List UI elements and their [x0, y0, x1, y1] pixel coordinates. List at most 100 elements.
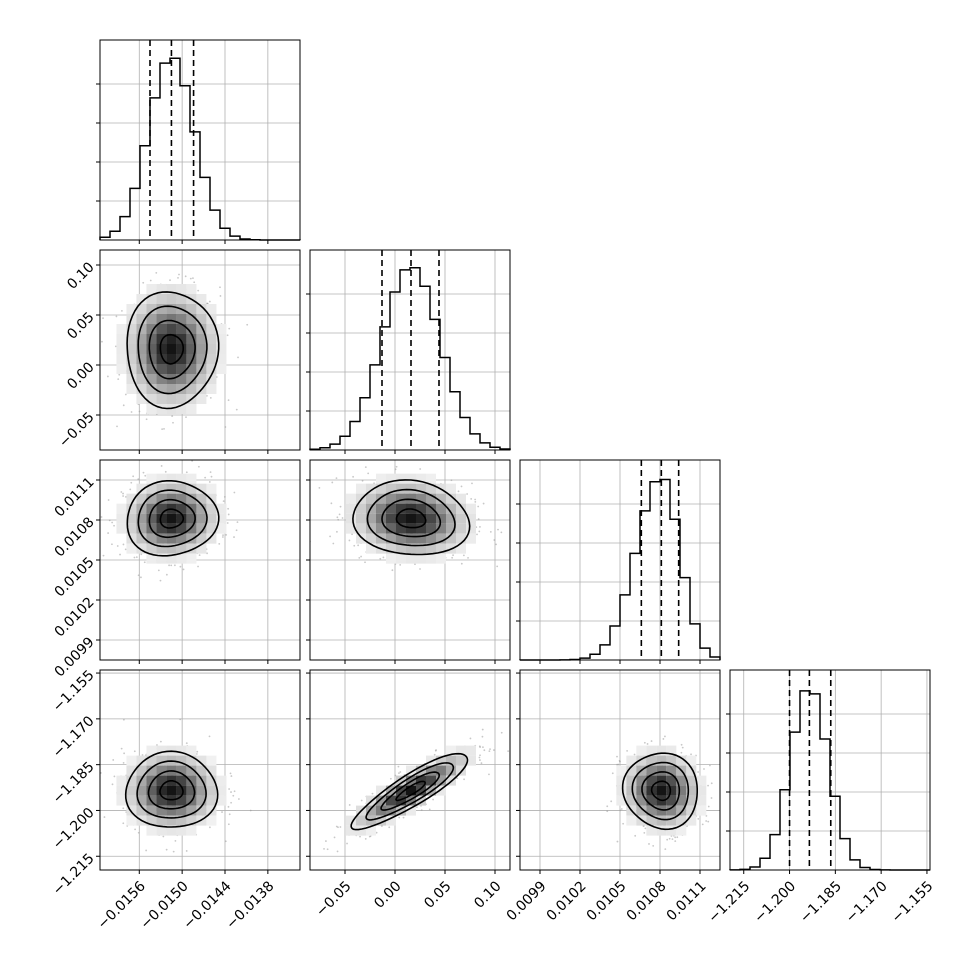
- scatter-point: [360, 555, 362, 558]
- scatter-point: [146, 451, 148, 453]
- contour-line: [124, 750, 219, 828]
- density-cell: [676, 815, 687, 826]
- histogram-step: [99, 57, 300, 241]
- density-cell: [156, 755, 167, 766]
- x-tick-label: 0.0108: [624, 878, 670, 924]
- scatter-point: [500, 531, 503, 534]
- density-cell: [666, 745, 677, 756]
- scatter-point: [419, 468, 422, 470]
- density-cell: [176, 314, 187, 324]
- contour-line: [137, 305, 208, 395]
- scatter-point: [610, 800, 613, 803]
- density-cell: [166, 543, 177, 554]
- scatter-point: [171, 415, 174, 417]
- density-cell: [156, 553, 167, 564]
- scatter-point: [122, 822, 125, 825]
- density-cell: [416, 523, 426, 534]
- density-cell: [146, 374, 157, 384]
- density-cell: [206, 523, 217, 534]
- density-cell: [136, 533, 147, 544]
- density-cell: [186, 825, 197, 836]
- density-cell: [636, 805, 647, 816]
- scatter-point: [145, 849, 148, 852]
- scatter-point: [622, 822, 625, 825]
- density-cell: [176, 473, 187, 484]
- scatter-point: [341, 517, 344, 519]
- contours: [124, 750, 219, 828]
- x-tick-label-group: 0.0111: [664, 878, 710, 924]
- scatter-point: [395, 465, 398, 468]
- density-cell: [696, 775, 707, 786]
- x-tick-label: −1.185: [797, 878, 845, 926]
- density-cell: [626, 755, 637, 766]
- scatter-point: [707, 805, 710, 808]
- density-cell: [366, 805, 376, 816]
- scatter-point: [100, 516, 103, 518]
- scatter-point: [157, 569, 160, 572]
- x-tick-label: 0.0111: [664, 878, 710, 924]
- density-cell: [176, 384, 187, 394]
- scatter-point: [178, 273, 180, 276]
- scatter-point: [185, 416, 187, 419]
- scatter-point: [160, 465, 163, 467]
- density-cell: [186, 284, 197, 294]
- density-cell: [116, 324, 127, 334]
- density-cell: [116, 334, 127, 344]
- density-cell: [116, 795, 127, 806]
- density-cell: [366, 543, 376, 554]
- density-cell: [176, 294, 187, 304]
- density-cell: [116, 503, 127, 514]
- density-cell: [696, 795, 707, 806]
- scatter-point: [115, 315, 118, 318]
- scatter-point: [125, 495, 127, 498]
- density-cell: [206, 795, 217, 806]
- density-cell: [146, 294, 157, 304]
- scatter-point: [488, 773, 490, 776]
- density-cell: [186, 765, 197, 776]
- density-cell: [346, 825, 356, 836]
- scatter-point: [664, 848, 667, 851]
- scatter-point: [113, 524, 115, 527]
- scatter-point: [339, 826, 342, 828]
- density-cell: [156, 775, 167, 786]
- y-tick-label-group: −1.215: [50, 851, 98, 899]
- contour-line: [159, 508, 185, 529]
- density-cell: [126, 523, 137, 534]
- density-cell: [116, 344, 127, 354]
- density-cell: [396, 473, 406, 484]
- density-cell: [156, 384, 167, 394]
- scatter-point: [617, 763, 620, 766]
- density-cell: [176, 284, 187, 294]
- scatter-point: [143, 561, 146, 564]
- scatter-point: [189, 277, 192, 280]
- density-cell: [406, 553, 416, 564]
- density-cell: [126, 364, 137, 374]
- scatter-point: [474, 501, 477, 503]
- density-cell: [156, 745, 167, 756]
- panel-frame: [309, 669, 511, 871]
- density-cell: [456, 513, 466, 524]
- scatter-point: [690, 753, 692, 756]
- density-cell: [386, 805, 396, 816]
- scatter-point: [674, 836, 677, 839]
- density-cell: [436, 785, 446, 796]
- density-cell: [646, 755, 657, 766]
- density-cell: [206, 354, 217, 364]
- scatter-point: [496, 565, 499, 568]
- density-cell: [616, 785, 627, 796]
- y-tick-label: −0.05: [56, 409, 98, 451]
- density-cell: [456, 493, 466, 504]
- scatter-point: [222, 500, 225, 503]
- density-cell: [456, 745, 466, 756]
- density-cell: [136, 324, 147, 334]
- density-cell: [376, 503, 386, 514]
- scatter-point: [611, 772, 614, 775]
- x-tick-label-group: −0.05: [313, 878, 355, 920]
- density-cell: [416, 473, 426, 484]
- scatter-point: [137, 831, 140, 834]
- scatter-point: [208, 735, 211, 738]
- scatter-point: [218, 542, 221, 545]
- density-cell: [156, 483, 167, 494]
- scatter-point: [478, 745, 481, 748]
- y-tick-label: 0.0108: [52, 514, 98, 560]
